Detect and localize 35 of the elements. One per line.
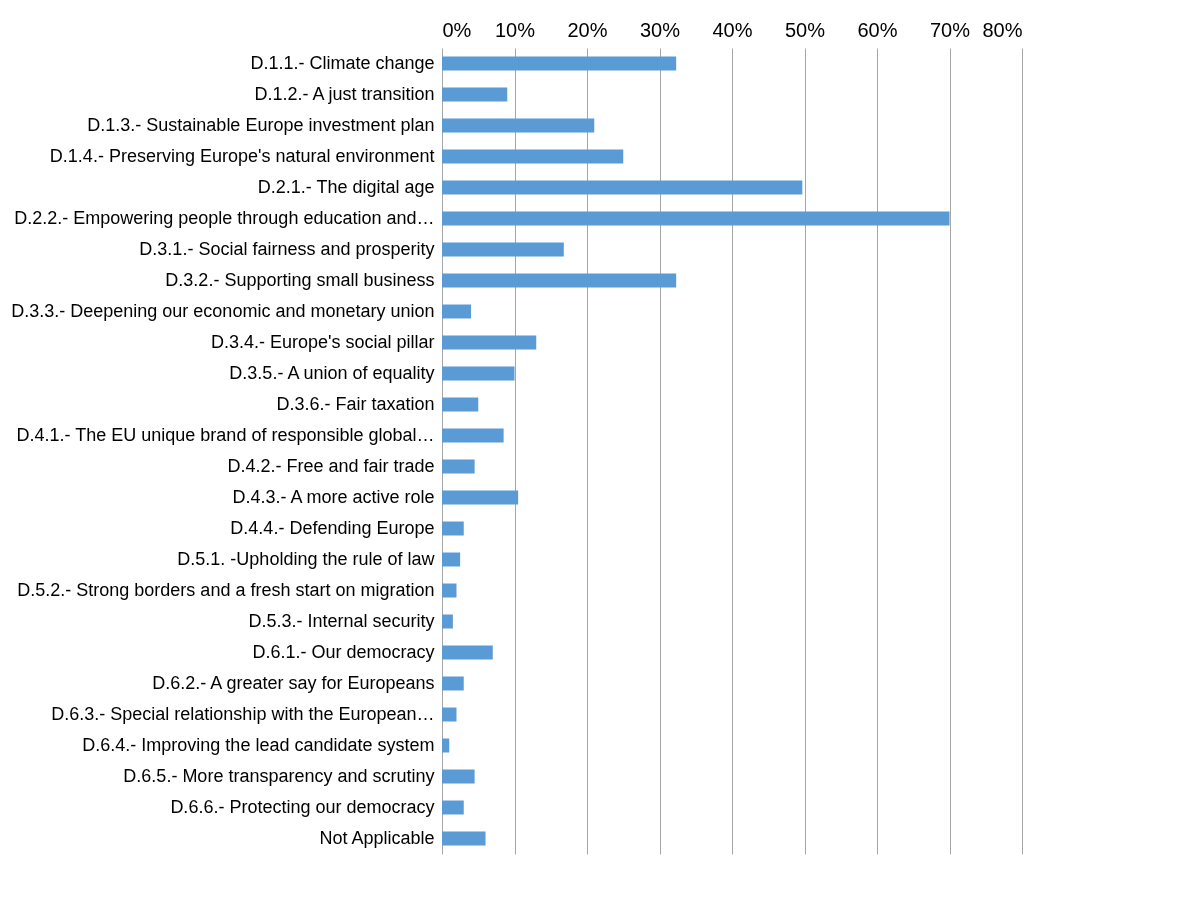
y-tick-label: D.1.1.- Climate change (250, 52, 435, 73)
x-tick-label: 70% (929, 18, 971, 41)
x-tick-label: 0% (442, 18, 472, 41)
y-tick-label: D.6.5.- More transparency and scrutiny (123, 765, 435, 786)
y-tick-label: D.6.2.- A greater say for Europeans (152, 672, 435, 693)
y-tick-label: D.5.2.- Strong borders and a fresh start on migration (17, 579, 435, 600)
y-tick-label: D.3.5.- A union of equality (229, 362, 435, 383)
y-tick-label: D.3.3.- Deepening our economic and monetary union (11, 300, 435, 321)
y-tick-label: D.6.6.- Protecting our democracy (170, 796, 435, 817)
x-tick-label: 40% (712, 18, 753, 41)
y-tick-label: D.6.3.- Special relationship with the European… (51, 703, 435, 724)
y-tick-label: D.2.1.- The digital age (257, 176, 435, 197)
y-tick-label: D.3.1.- Social fairness and prosperity (139, 238, 435, 259)
y-tick-label: D.5.3.- Internal security (248, 610, 435, 631)
y-tick-label: D.3.6.- Fair taxation (276, 393, 435, 414)
y-tick-label: D.3.2.- Supporting small business (165, 269, 435, 290)
x-tick-label: 20% (567, 18, 608, 41)
y-tick-label: D.5.1. -Upholding the rule of law (177, 548, 436, 569)
x-tick-label: 60% (857, 18, 898, 41)
y-tick-label: D.2.2.- Empowering people through education and… (14, 207, 435, 228)
y-tick-label: D.4.4.- Defending Europe (230, 517, 435, 538)
y-tick-label: D.4.2.- Free and fair trade (227, 455, 435, 476)
y-tick-label: D.6.4.- Improving the lead candidate system (82, 734, 435, 755)
y-tick-label: D.4.1.- The EU unique brand of responsible global… (16, 424, 435, 445)
x-tick-label: 50% (784, 18, 826, 41)
y-tick-label: D.6.1.- Our democracy (252, 641, 435, 662)
y-tick-label: D.1.2.- A just transition (254, 83, 435, 104)
x-tick-label: 30% (639, 18, 681, 41)
y-tick-label: D.4.3.- A more active role (232, 486, 435, 507)
y-tick-label: D.3.4.- Europe's social pillar (210, 331, 435, 352)
y-tick-label: Not Applicable (319, 827, 435, 848)
x-tick-label: 80% (982, 18, 1023, 41)
x-tick-label: 10% (494, 18, 536, 41)
y-tick-label: D.1.3.- Sustainable Europe investment plan (87, 114, 435, 135)
y-tick-label: D.1.4.- Preserving Europe's natural environment (49, 145, 435, 166)
